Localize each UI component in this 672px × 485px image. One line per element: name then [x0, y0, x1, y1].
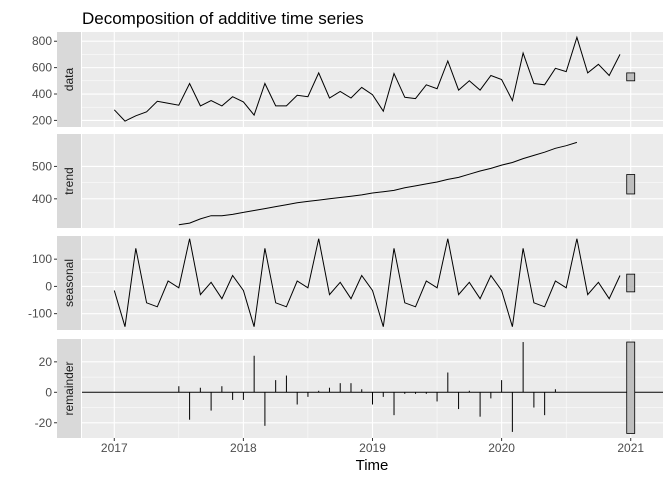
panels-group: data200400600800trend400500seasonal1000-…	[28, 32, 663, 438]
x-axis-title: Time	[356, 457, 389, 474]
panel-data: data 200 400 600 800	[32, 32, 663, 127]
y-tick-label: 800	[32, 34, 52, 48]
facet-label-data: data	[62, 67, 76, 91]
x-tick-label: 2017	[101, 441, 128, 455]
facet-label-trend: trend	[62, 167, 76, 194]
y-tick-label: 20	[39, 355, 53, 369]
y-tick-label: 500	[32, 159, 52, 173]
series-line-trend	[178, 141, 578, 226]
panel-trend: trend 400 500	[32, 134, 663, 228]
x-tick-label: 2018	[230, 441, 257, 455]
x-axis: 2017 2018 2019 2020 2021	[101, 438, 644, 455]
range-bar-trend	[626, 174, 636, 195]
y-tick-label: 200	[32, 113, 52, 127]
y-tick-label: -100	[28, 307, 52, 321]
chart-title: Decomposition of additive time series	[82, 9, 364, 28]
facet-strip	[57, 32, 81, 127]
panel-seasonal: seasonal 100 0 -100	[28, 236, 663, 330]
y-tick-label: 400	[32, 192, 52, 206]
x-tick-label: 2020	[488, 441, 515, 455]
y-tick-label: 100	[32, 252, 52, 266]
y-tick-label: 0	[45, 385, 52, 399]
series-line-seasonal	[113, 238, 621, 327]
range-bar-data	[626, 72, 636, 82]
range-bar-seasonal	[626, 273, 636, 293]
facet-label-seasonal: seasonal	[62, 259, 76, 307]
x-tick-label: 2019	[359, 441, 386, 455]
panel-remainder: remainder 20 0 -20	[35, 339, 663, 438]
y-tick-label: 0	[45, 279, 52, 293]
y-tick-label: -20	[35, 416, 53, 430]
series-line-data	[113, 35, 621, 122]
x-tick-label: 2021	[617, 441, 644, 455]
facet-strip	[57, 236, 81, 330]
range-bar-remainder	[626, 341, 636, 434]
facet-strip	[57, 339, 81, 438]
facet-strip	[57, 134, 81, 228]
y-tick-label: 400	[32, 87, 52, 101]
facet-label-remainder: remainder	[62, 361, 76, 415]
y-tick-label: 600	[32, 61, 52, 75]
